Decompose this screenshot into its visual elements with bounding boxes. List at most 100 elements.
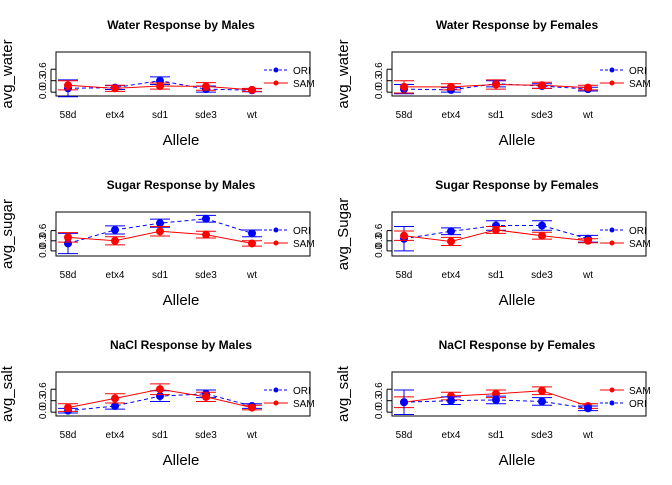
data-point-ori [111, 225, 119, 234]
y-tick-label: 0.3 [374, 233, 385, 247]
x-axis-title: Allele [163, 132, 200, 149]
y-tick-label: 0.0 [38, 85, 49, 99]
legend-marker [609, 67, 615, 73]
x-tick-label: 58d [60, 430, 77, 441]
chart-title: NaCl Response by Females [439, 338, 596, 352]
legend-item-sam: SAM [600, 79, 651, 90]
x-tick-label: 58d [60, 270, 77, 281]
x-tick-label: wt [582, 270, 593, 281]
legend-label: SAM [629, 239, 651, 250]
x-tick-label: etx4 [442, 430, 461, 441]
data-point-ori [584, 404, 592, 413]
legend-item-ori: ORI [600, 66, 647, 77]
x-axis-title: Allele [163, 452, 200, 469]
x-tick-label: sd1 [488, 430, 505, 441]
data-point-ori [111, 402, 119, 411]
data-point-ori [202, 214, 210, 223]
legend-item-sam: SAM [264, 239, 315, 250]
legend-item-sam: SAM [600, 386, 651, 397]
y-tick-label: 0.0 [374, 244, 385, 258]
legend-label: ORI [293, 66, 311, 77]
plot-frame [55, 51, 311, 97]
data-point-sam [202, 82, 210, 91]
y-axis-title: avg_salt [0, 365, 16, 422]
data-point-sam [64, 233, 72, 242]
legend-marker [609, 227, 615, 233]
x-tick-label: sd1 [152, 270, 169, 281]
y-tick-label: 0.3 [38, 233, 49, 247]
x-tick-label: sd1 [152, 110, 169, 121]
y-tick-label: 0.6 [374, 223, 385, 237]
data-point-sam [111, 84, 119, 93]
data-point-sam [538, 231, 546, 240]
legend-marker [609, 240, 615, 246]
chart-title: NaCl Response by Males [110, 338, 252, 352]
legend-label: SAM [293, 399, 315, 410]
data-point-sam [156, 82, 164, 91]
y-axis-title: avg_salt [335, 365, 352, 422]
x-tick-label: sde3 [531, 430, 553, 441]
data-point-sam [64, 81, 72, 90]
data-point-sam [64, 403, 72, 412]
data-point-ori [492, 395, 500, 404]
legend-item-ori: ORI [600, 399, 647, 410]
x-axis-title: Allele [499, 132, 536, 149]
legend-item-sam: SAM [264, 79, 315, 90]
chart-title: Water Response by Females [436, 18, 599, 32]
legend-label: ORI [629, 226, 647, 237]
data-point-sam [156, 385, 164, 394]
data-point-ori [248, 229, 256, 238]
legend-item-ori: ORI [264, 66, 311, 77]
data-point-sam [248, 85, 256, 94]
legend-label: SAM [293, 79, 315, 90]
x-tick-label: 58d [396, 430, 413, 441]
y-axis-title: avg_water [335, 39, 352, 108]
data-point-sam [156, 227, 164, 236]
legend-label: ORI [629, 399, 647, 410]
x-tick-label: 58d [396, 270, 413, 281]
y-tick-label: 0.3 [38, 393, 49, 407]
data-point-sam [584, 236, 592, 245]
x-tick-label: etx4 [106, 430, 125, 441]
legend-label: ORI [293, 226, 311, 237]
y-tick-label: 0.6 [374, 62, 385, 76]
data-point-sam [111, 394, 119, 403]
legend-label: SAM [629, 386, 651, 397]
legend-marker [273, 67, 279, 73]
y-tick-label: 0.3 [38, 73, 49, 87]
x-tick-label: 58d [396, 110, 413, 121]
plot-frame [55, 371, 311, 417]
data-point-ori [538, 221, 546, 230]
data-point-sam [447, 237, 455, 246]
data-point-sam [447, 82, 455, 91]
legend-marker [273, 387, 279, 393]
x-tick-label: sd1 [152, 430, 169, 441]
y-axis-title: avg_sugar [0, 199, 16, 269]
chart-panel-3: Sugar Response by Males 0.00.30.6 avg_suga… [0, 178, 315, 309]
y-tick-label: 0.3 [374, 73, 385, 87]
data-point-ori [64, 239, 72, 248]
x-tick-label: sde3 [531, 270, 553, 281]
legend-marker [609, 387, 615, 393]
plot-frame [55, 211, 311, 257]
data-point-sam [584, 83, 592, 92]
x-tick-label: sde3 [195, 270, 217, 281]
plot-frame [391, 51, 647, 97]
x-axis-title: Allele [163, 292, 200, 309]
legend-item-sam: SAM [600, 239, 651, 250]
legend-item-ori: ORI [600, 226, 647, 237]
y-tick-label: 0.0 [374, 85, 385, 99]
chart-title: Water Response by Males [107, 18, 255, 32]
chart-panel-4: Sugar Response by Females 0.00.30.6 avg_Su… [335, 178, 651, 309]
chart-title: Sugar Response by Females [435, 178, 599, 192]
y-tick-label: 0.3 [374, 393, 385, 407]
plot-frame [391, 211, 647, 257]
y-tick-label: 0.6 [38, 382, 49, 396]
x-axis-title: Allele [499, 292, 536, 309]
legend-label: ORI [293, 386, 311, 397]
legend-marker [273, 400, 279, 406]
plot-frame [391, 371, 647, 417]
x-tick-label: sde3 [195, 110, 217, 121]
x-tick-label: etx4 [442, 270, 461, 281]
